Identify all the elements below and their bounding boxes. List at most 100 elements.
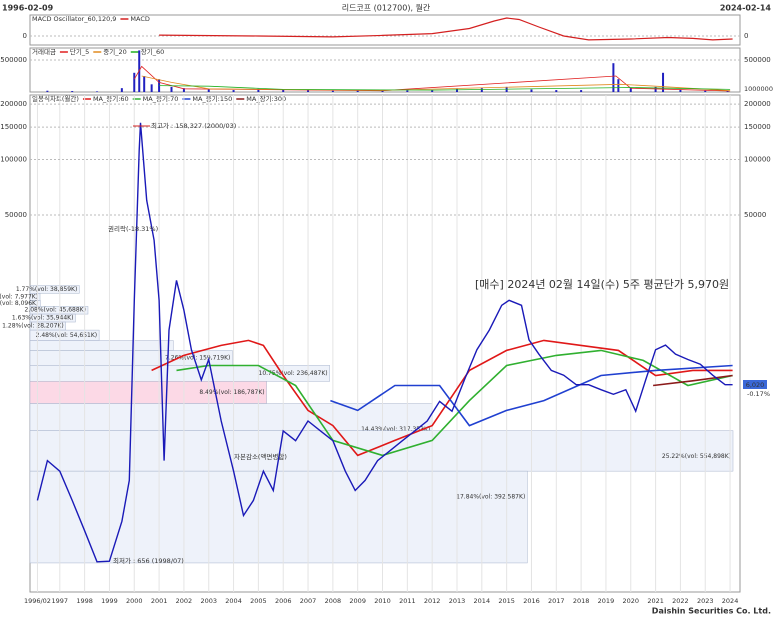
footer: Daishin Securities Co. Ltd. (652, 607, 771, 616)
x-tick-label: 2004 (225, 597, 242, 605)
x-tick-label: 1996/02 (24, 597, 51, 605)
x-tick-label: 2006 (275, 597, 292, 605)
volume-bar (158, 79, 161, 92)
x-tick-label: 2005 (250, 597, 267, 605)
x-tick-label: 2022 (672, 597, 689, 605)
volume-profile-label: 1.28%(vol: 28,207K) (2, 323, 64, 330)
x-tick-label: 2024 (722, 597, 739, 605)
volume-bar (726, 91, 729, 92)
volume-bar (150, 84, 153, 92)
y-tick-label: 150000 (744, 123, 771, 131)
volume-bar (580, 90, 583, 92)
x-tick-label: 2019 (598, 597, 615, 605)
y-tick-label: 200000 (0, 100, 27, 108)
y-tick-label: 100000 (744, 156, 771, 164)
volume-bar (143, 76, 146, 92)
volume-bar (120, 88, 123, 92)
volume-bar (679, 89, 682, 92)
legend-label: 중기_20 (103, 47, 126, 56)
legend-label: MA_중기:70 (143, 94, 179, 103)
y-tick-label: 150000 (0, 123, 27, 131)
x-tick-label: 2012 (424, 597, 441, 605)
x-tick-label: 2014 (474, 597, 491, 605)
annotation: 자본감소(액면병합) (234, 452, 287, 461)
volume-bar (46, 90, 49, 92)
panel-frame (29, 14, 741, 46)
volume-bar (480, 88, 483, 92)
volume-bar (71, 91, 74, 92)
x-tick-label: 2003 (200, 597, 217, 605)
x-tick-label: 2002 (176, 597, 193, 605)
volume-bar (307, 90, 310, 92)
volume-profile-label: 2.08%(vol: 45,688K) (24, 307, 86, 314)
y-tick-label: 500000 (0, 56, 27, 64)
volume-bar (331, 90, 334, 92)
x-tick-label: 2008 (325, 597, 342, 605)
annotation: [매수] 2024년 02월 14일(수) 5주 평균단가 5,970원 (475, 277, 729, 291)
volume-profile-bar (29, 470, 528, 564)
x-tick-label: 2010 (374, 597, 391, 605)
volume-bar (654, 86, 657, 92)
volume-bar (257, 88, 260, 92)
x-tick-label: 2015 (498, 597, 515, 605)
volume-profile-label: 17.84%(vol: 392,587K) (456, 494, 525, 501)
volume-profile-label: 25.22%(vol: 554,898K) (662, 453, 731, 460)
x-tick-label: 2020 (622, 597, 639, 605)
price-line (36, 122, 733, 563)
legend-label: MA_장기:300 (246, 94, 286, 103)
x-tick-label: 1999 (101, 597, 118, 605)
volume-bar (207, 89, 210, 92)
page-title: 리드코프 (012700), 월간 (342, 3, 431, 13)
volume-bar (629, 88, 632, 92)
volume-bar (356, 90, 359, 92)
x-tick-label: 2016 (523, 597, 540, 605)
x-tick-label: 2013 (449, 597, 466, 605)
legend-label: MACD (130, 15, 149, 23)
last-price-box (743, 380, 767, 389)
legend-label: MA_중기:150 (192, 94, 232, 103)
volume-bar (612, 63, 615, 92)
series-line (176, 349, 733, 457)
end-date: 2024-02-14 (720, 4, 772, 13)
start-date: 1996-02-09 (2, 4, 54, 13)
volume-ma (159, 85, 731, 91)
x-tick-label: 2007 (300, 597, 317, 605)
y-tick-label: 100000 (0, 156, 27, 164)
series-line (151, 339, 733, 457)
x-tick-label: 1997 (52, 597, 69, 605)
y-tick-label: 0 (744, 32, 748, 40)
annotation: 최고가 : 158,327 (2000/03) (151, 121, 236, 130)
volume-bar (406, 90, 409, 92)
volume-ma (141, 75, 731, 92)
x-tick-label: 2017 (548, 597, 565, 605)
last-price: 6,020 (746, 381, 765, 389)
volume-bar (555, 90, 558, 92)
volume-profile-bar (29, 430, 734, 472)
volume-bar (170, 86, 173, 92)
series-line (330, 364, 733, 427)
series-line (159, 17, 733, 41)
volume-profile-bar (29, 285, 80, 294)
x-tick-label: 2009 (349, 597, 366, 605)
annotation: 최저가 : 656 (1998/07) (113, 556, 184, 565)
volume-profile-bar (29, 340, 174, 351)
x-tick-label: 2000 (126, 597, 143, 605)
volume-bar (282, 89, 285, 92)
volume-profile-label: 7.26%(vol: 159,719K) (165, 354, 230, 361)
y-tick-label: 0 (23, 32, 27, 40)
unit-label: 1000000 (744, 85, 773, 93)
volume-profile-label: 0.36%(vol: 7,977K) (0, 293, 38, 300)
y-tick-label: 50000 (5, 211, 27, 219)
volume-bar (232, 90, 235, 92)
y-tick-label: 50000 (744, 211, 766, 219)
price-change: -0.17% (747, 390, 770, 398)
volume-bar (381, 90, 384, 92)
x-tick-label: 2011 (399, 597, 416, 605)
volume-bar (530, 89, 533, 92)
volume-bar (662, 72, 665, 92)
volume-bar (96, 91, 99, 92)
legend-label: 단기_5 (70, 47, 89, 56)
panel-title: 일봉식차트(월간) (32, 94, 79, 103)
volume-bar (617, 79, 620, 92)
volume-profile-label: 14.43%(vol: 317,353K) (361, 426, 430, 433)
